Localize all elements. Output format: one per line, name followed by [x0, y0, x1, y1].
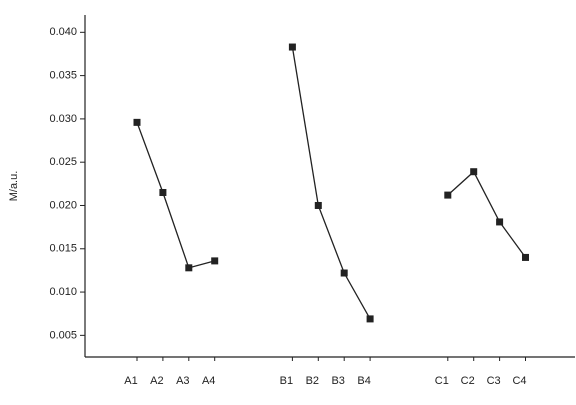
x-tick-label: C3: [487, 375, 501, 387]
y-tick-label: 0.020: [49, 199, 77, 211]
x-tick-label: A1: [124, 375, 137, 387]
marker: [496, 218, 504, 226]
marker: [159, 188, 167, 196]
marker: [211, 257, 219, 265]
x-tick-label: C1: [435, 375, 449, 387]
marker: [522, 253, 529, 261]
x-tick-label: B3: [331, 375, 344, 387]
marker: [366, 315, 374, 323]
x-tick-label: B4: [357, 375, 370, 387]
x-tick-label: C4: [512, 375, 526, 387]
y-tick-label: 0.015: [49, 243, 77, 255]
y-tick-label: 0.040: [49, 26, 77, 38]
marker: [444, 191, 452, 199]
marker: [288, 43, 296, 51]
marker: [340, 269, 348, 277]
y-tick-label: 0.035: [49, 70, 77, 82]
marker: [470, 168, 478, 176]
x-tick-label: B2: [306, 375, 319, 387]
x-tick-label: A2: [150, 375, 163, 387]
y-tick-label: 0.005: [49, 329, 77, 341]
y-tick-label: 0.030: [49, 113, 77, 125]
y-tick-label: 0.010: [49, 286, 77, 298]
x-tick-label: B1: [280, 375, 293, 387]
marker: [133, 118, 141, 126]
marker: [314, 201, 322, 209]
x-tick-label: A3: [176, 375, 189, 387]
line: [136, 46, 527, 320]
marker: [185, 264, 193, 272]
y-tick-label: 0.025: [49, 156, 77, 168]
x-tick-label: A4: [202, 375, 215, 387]
x-tick-label: C2: [461, 375, 475, 387]
y-axis-label: M/a.u.: [8, 171, 20, 202]
